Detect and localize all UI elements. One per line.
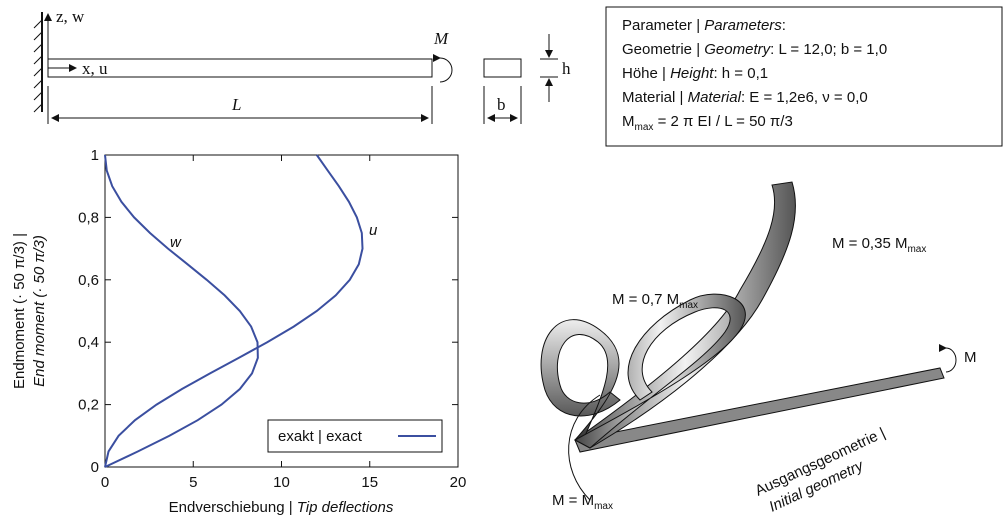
- x-axis-title: Endverschiebung | Tip deflections: [169, 499, 394, 516]
- curve: [105, 155, 258, 467]
- parameter-line: Parameter | Parameters:: [622, 17, 786, 34]
- height-label: h: [562, 59, 571, 78]
- parameter-line: Material | Material: E = 1,2e6, ν = 0,0: [622, 89, 868, 106]
- page: z, w x, u M L h b Parameter | Parameters…: [0, 0, 1007, 524]
- y-axis-title: Endmoment (· 50 π/3) |: [11, 233, 28, 389]
- legend-label: exakt | exact: [278, 428, 363, 445]
- y-tick-label: 0: [91, 459, 99, 476]
- figure: z, w x, u M L h b Parameter | Parameters…: [0, 0, 1007, 519]
- x-tick-label: 0: [101, 474, 109, 491]
- z-axis-label: z, w: [56, 7, 85, 26]
- x-axis-label: x, u: [82, 59, 108, 78]
- chart: 0 5 10 15 20 0 0,2 0,4 0,6 0,8 1 w u exakt | exact: [78, 147, 466, 491]
- beam-diagram: [34, 12, 558, 124]
- y-tick-label: 0,8: [78, 209, 99, 226]
- y-axis-title: End moment (· 50 π/3): [31, 235, 48, 387]
- parameter-line: Geometrie | Geometry: L = 12,0; b = 1,0: [622, 41, 887, 58]
- moment-label: M: [964, 349, 977, 366]
- series-label: w: [170, 234, 182, 251]
- width-label: b: [497, 95, 506, 114]
- y-tick-label: 0,2: [78, 397, 99, 414]
- legend-text: exakt | exact: [278, 428, 363, 445]
- y-tick-label: 0,4: [78, 334, 99, 351]
- length-label: L: [231, 95, 241, 114]
- parameter-line: Höhe | Height: h = 0,1: [622, 65, 768, 82]
- series-label: u: [369, 222, 378, 239]
- y-tick-label: 1: [91, 147, 99, 164]
- deformed-label: M = 0,7 Mmax: [612, 291, 698, 311]
- y-tick-label: 0,6: [78, 272, 99, 289]
- ribbon: [541, 182, 956, 500]
- deformed-label: M = Mmax: [552, 492, 613, 512]
- moment-label: M: [433, 29, 449, 48]
- x-tick-label: 10: [273, 474, 290, 491]
- deformed-label: M = 0,35 Mmax: [832, 235, 926, 255]
- x-tick-label: 20: [450, 474, 467, 491]
- x-tick-label: 15: [361, 474, 378, 491]
- x-tick-label: 5: [189, 474, 197, 491]
